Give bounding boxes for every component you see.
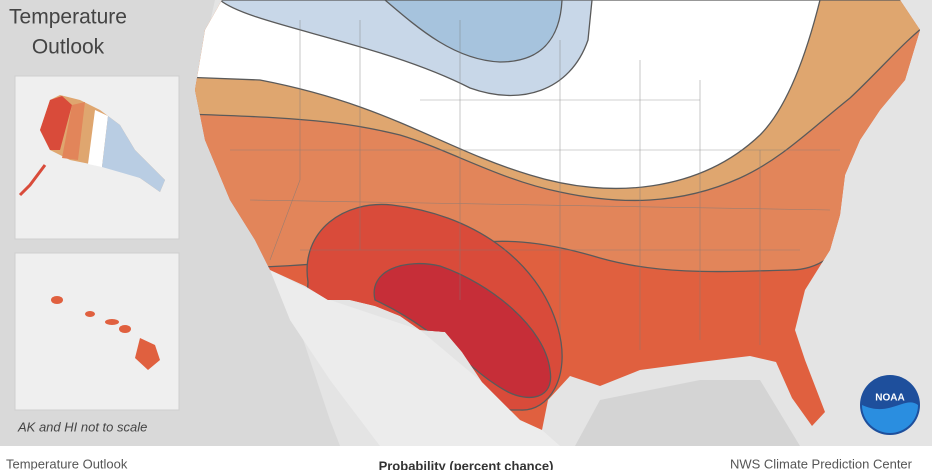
island xyxy=(105,319,119,325)
island xyxy=(135,338,160,370)
title-line: Temperature xyxy=(9,6,127,29)
us-outlook xyxy=(195,0,920,430)
logo-wave xyxy=(862,402,918,433)
footer-center: Probability (percent chance) xyxy=(379,459,554,470)
island xyxy=(85,311,95,317)
footer-right: NWS Climate Prediction Center xyxy=(730,457,913,470)
gulf xyxy=(575,380,800,446)
alaska-blue xyxy=(102,116,165,192)
alaska-red xyxy=(40,96,72,150)
aleutians xyxy=(18,164,47,197)
mexico xyxy=(270,270,560,446)
island xyxy=(51,296,63,304)
footer-left: Temperature Outlook xyxy=(6,457,128,470)
alaska-white xyxy=(88,110,108,167)
band-white xyxy=(195,0,821,190)
band-blue xyxy=(383,0,563,63)
inset-note: AK and HI not to scale xyxy=(17,419,147,434)
island xyxy=(119,325,131,333)
alaska-orange xyxy=(62,102,85,160)
logo-text: NOAA xyxy=(875,393,904,404)
title-line: Outlook xyxy=(32,36,105,59)
hawaii-inset xyxy=(14,252,180,411)
footer xyxy=(0,446,932,470)
